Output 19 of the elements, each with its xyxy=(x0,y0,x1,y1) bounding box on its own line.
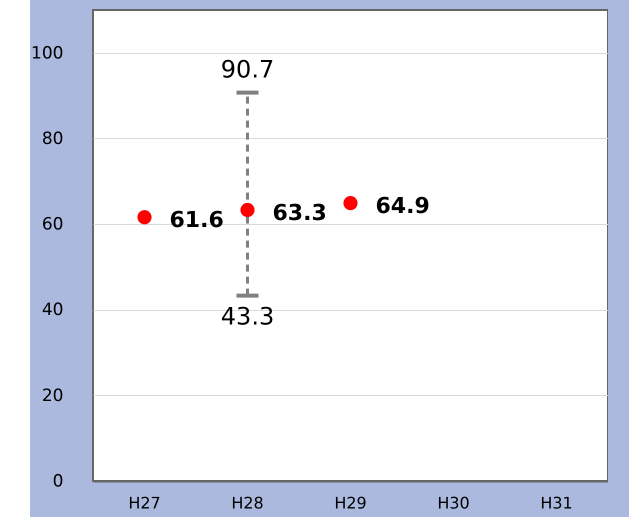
annotation: 43.3 xyxy=(220,302,274,331)
y-tick-label: 80 xyxy=(42,128,64,149)
point xyxy=(240,202,255,218)
x-tick-label: H27 xyxy=(128,494,161,512)
point xyxy=(343,196,358,210)
data-label: 61.6 xyxy=(170,208,224,234)
y-tick-label: 100 xyxy=(31,43,64,64)
data-label: 64.9 xyxy=(376,194,430,220)
y-tick-label: 60 xyxy=(42,214,64,235)
data-label: 63.3 xyxy=(272,200,327,226)
y-tick-label: 0 xyxy=(52,472,64,492)
annotation: 90.7 xyxy=(220,56,274,84)
x-tick-label: H31 xyxy=(540,494,573,512)
x-tick-label: H30 xyxy=(437,494,470,512)
x-tick-label: H29 xyxy=(334,494,367,512)
x-tick-label: H28 xyxy=(231,494,264,512)
point xyxy=(137,210,152,224)
y-tick-label: 40 xyxy=(42,300,64,320)
y-tick-label: 20 xyxy=(42,386,64,406)
